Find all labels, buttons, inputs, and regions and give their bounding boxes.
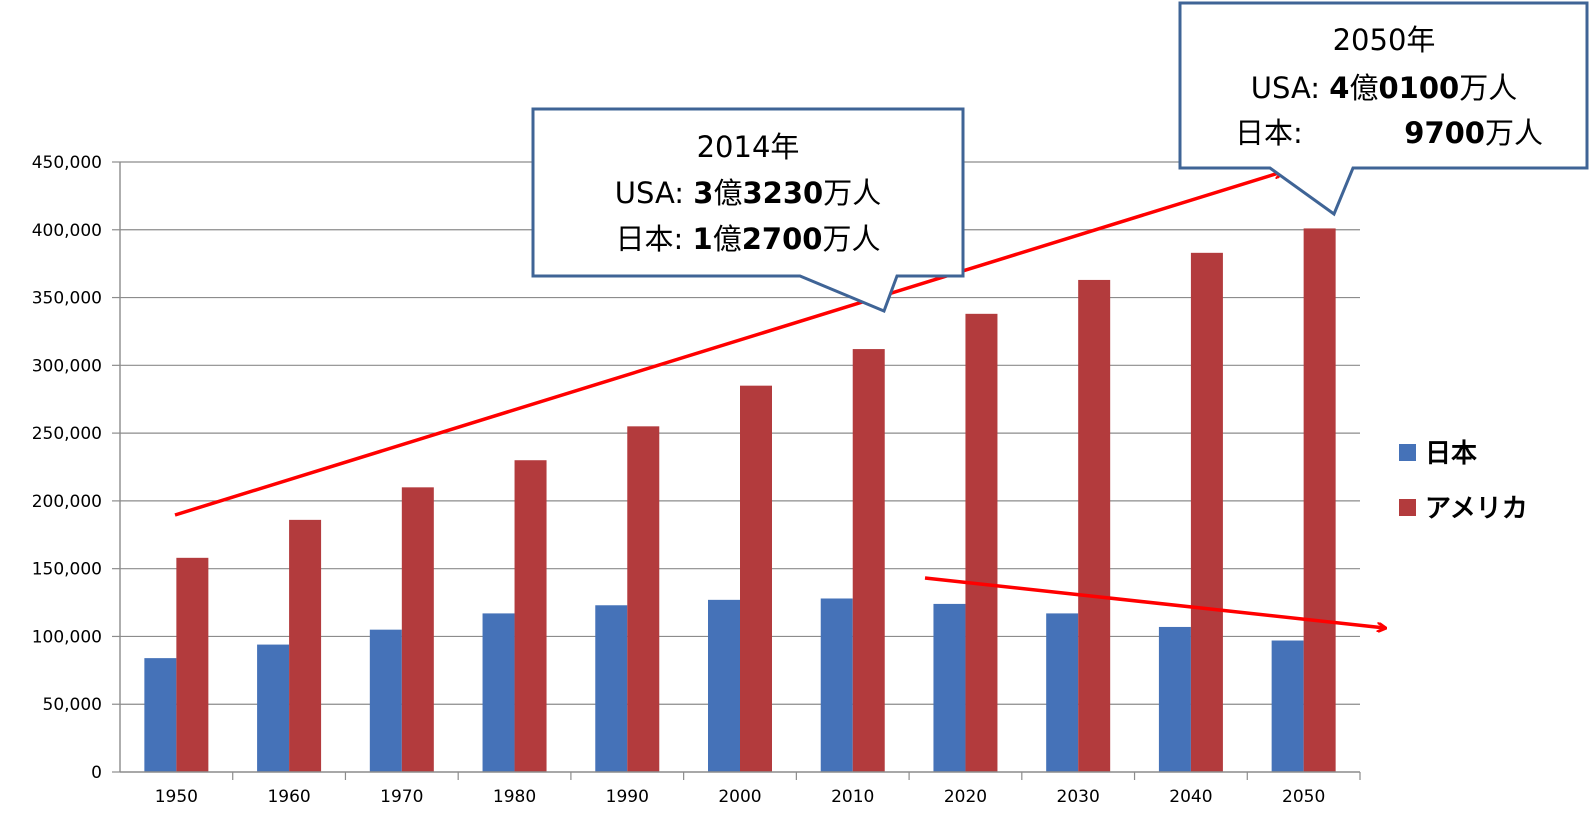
callout-2050-japan-label: 日本: — [1235, 116, 1303, 150]
x-tick-label: 2040 — [1169, 787, 1212, 807]
callout-2050-japan-value: 9700万人 — [1404, 116, 1543, 150]
bar-usa-1990 — [627, 426, 660, 772]
callout-2050-bubble — [1178, 1, 1589, 217]
trend-arrow-usa — [174, 172, 1282, 517]
axes: 0 50,000 100,000 150,000 200,000 250,000 300,0… — [32, 153, 1361, 807]
x-tick-label: 2000 — [718, 787, 761, 807]
bar-japan-2050 — [1271, 640, 1304, 772]
bar-usa-2030 — [1078, 279, 1111, 772]
bar-japan-1960 — [257, 644, 290, 772]
bar-japan-1970 — [369, 629, 402, 772]
x-tick-label: 1970 — [380, 787, 423, 807]
y-tick-label: 400,000 — [32, 221, 102, 241]
y-tick-label: 50,000 — [43, 695, 102, 715]
x-tick-label: 1980 — [493, 787, 536, 807]
callout-2014: 2014年 USA: 3億3230万人 日本: 1億2700万人 — [531, 107, 965, 313]
bar-usa-2020 — [965, 313, 998, 772]
bar-japan-2000 — [708, 599, 740, 772]
callout-2014-usa: USA: 3億3230万人 — [615, 176, 881, 210]
y-tick-label: 300,000 — [32, 356, 102, 376]
y-tick-label: 150,000 — [32, 560, 102, 580]
bar-usa-2050 — [1303, 228, 1336, 772]
x-tick-label: 1960 — [267, 787, 310, 807]
legend-swatch-usa — [1399, 499, 1416, 516]
x-tick-label: 1950 — [155, 787, 198, 807]
x-tick-label: 2020 — [944, 787, 987, 807]
bar-japan-2030 — [1046, 613, 1079, 772]
bar-japan-2040 — [1158, 626, 1191, 772]
x-tick-label: 2030 — [1057, 787, 1100, 807]
bar-usa-2040 — [1190, 252, 1223, 773]
bar-usa-2010 — [852, 349, 885, 772]
callout-2050: 2050年 USA: 4億0100万人 日本: 9700万人 — [1178, 1, 1589, 217]
callout-2014-japan: 日本: 1億2700万人 — [616, 222, 881, 256]
legend-label-japan: 日本 — [1425, 439, 1477, 469]
bar-japan-2010 — [820, 598, 853, 772]
y-tick-label: 350,000 — [32, 289, 102, 309]
y-tick-label: 250,000 — [32, 424, 102, 444]
bar-usa-2000 — [740, 385, 772, 772]
bar-usa-1950 — [176, 557, 209, 772]
y-tick-label: 0 — [91, 763, 102, 783]
legend: 日本 アメリカ — [1399, 439, 1528, 524]
bar-japan-1990 — [595, 605, 628, 772]
callout-2014-year: 2014年 — [697, 130, 800, 164]
bar-japan-1980 — [482, 613, 515, 772]
bar-japan-1950 — [144, 658, 177, 772]
x-tick-label: 2050 — [1282, 787, 1325, 807]
trend-arrow-japan — [924, 576, 1385, 628]
callout-2050-usa: USA: 4億0100万人 — [1251, 71, 1517, 105]
y-tick-label: 200,000 — [32, 492, 102, 512]
legend-label-usa: アメリカ — [1425, 494, 1528, 524]
callout-2050-year: 2050年 — [1333, 23, 1436, 57]
y-tick-label: 450,000 — [32, 153, 102, 173]
bar-usa-1970 — [401, 487, 434, 772]
x-tick-label: 2010 — [831, 787, 874, 807]
legend-swatch-japan — [1399, 444, 1416, 461]
bar-usa-1980 — [514, 460, 547, 772]
bar-japan-2020 — [933, 603, 966, 772]
bar-usa-1960 — [289, 519, 322, 772]
callout-2014-bubble — [531, 107, 965, 313]
bars — [144, 228, 1336, 773]
x-tick-label: 1990 — [606, 787, 649, 807]
y-tick-label: 100,000 — [32, 627, 102, 647]
trend-arrows — [174, 172, 1385, 628]
